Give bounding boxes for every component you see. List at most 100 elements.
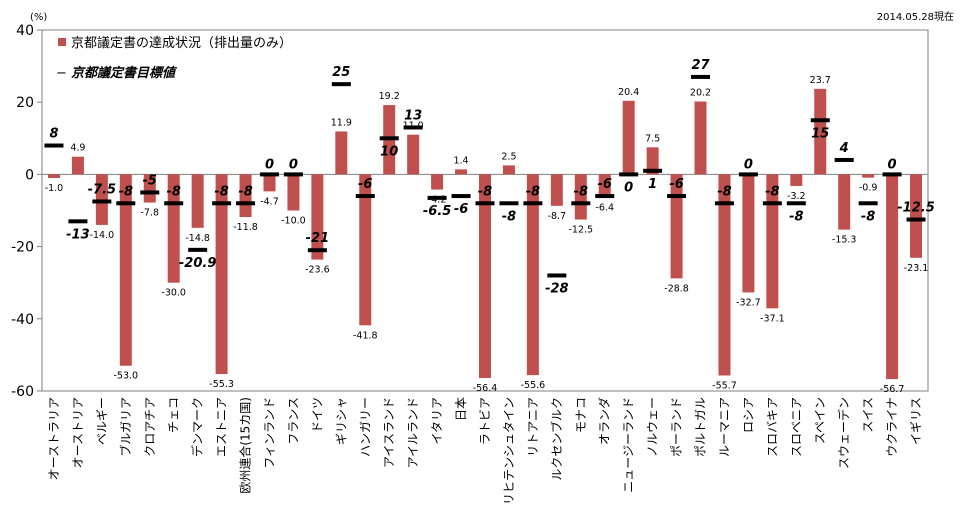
target-value-label: 0 [289,157,298,172]
bar [622,100,635,175]
category-label: イギリス [909,397,923,445]
bar-value-label: 11.0 [403,121,424,132]
bar-value-label: 23.7 [810,75,831,86]
legend-bar-label: 京都議定書の達成状況（排出量のみ） [71,36,292,51]
category-label: チェコ [167,397,181,433]
target-value-label: -28 [545,281,569,296]
bar [694,101,707,175]
target-value-label: -7.5 [88,182,116,197]
target-marker [307,248,327,253]
target-value-label: 0 [265,157,274,172]
bar-value-label: 20.4 [618,87,639,98]
target-value-label: -12.5 [897,201,934,216]
target-marker [762,201,782,206]
target-marker [810,118,830,123]
category-label: フィンランド [262,397,276,469]
target-marker [451,194,471,199]
bar [862,174,875,178]
category-label: スペイン [813,397,827,444]
bar-value-label: -56.7 [880,384,905,395]
category-label: 日本 [454,397,468,421]
target-marker [858,201,878,206]
target-marker [259,172,279,177]
target-value-label: -8 [119,184,133,199]
target-marker [667,194,687,199]
bar-value-label: -14.0 [90,230,115,241]
target-marker [786,201,806,206]
category-label: ポーランド [670,397,684,457]
date-note: 2014.05.28現在 [877,11,954,23]
target-marker [906,217,926,222]
bar-value-label: -28.8 [664,283,689,294]
target-marker [236,201,256,206]
bar [502,165,515,175]
bar [910,174,923,258]
bars [47,88,923,380]
target-value-label: -8 [765,184,779,199]
category-label: ノルウェー [646,397,660,457]
target-marker [691,74,711,79]
bar-value-label: 19.2 [379,91,400,102]
bar-value-label: -11.8 [233,222,258,233]
bar-value-label: -55.6 [521,380,546,391]
category-label: ロシア [741,397,755,433]
bar [407,134,420,175]
category-label: イタリア [430,397,444,445]
bar-value-label: 11.9 [331,117,352,128]
bar [431,174,444,190]
bar [574,174,587,220]
category-label: フランス [286,397,300,445]
bar [311,174,324,260]
y-tick-label: 0 [25,167,34,183]
bar [455,169,468,175]
category-label: ドイツ [310,397,324,433]
target-marker [379,136,399,141]
category-label: クロアチア [143,397,157,457]
target-value-label: -8 [861,209,875,224]
category-label: リトアニア [526,397,540,457]
bar-value-label: -55.7 [712,380,737,391]
target-marker [331,82,351,87]
bar [766,174,779,309]
bar [790,174,803,186]
bar [263,174,276,192]
target-value-label: 27 [691,58,710,73]
target-marker [355,194,375,199]
target-value-label: -20.9 [179,256,216,271]
target-value-label: -21 [306,231,330,246]
bar-value-label: 4.9 [70,143,85,154]
bar [886,174,899,380]
category-label: リヒテンシュタイン [502,397,516,505]
category-label: ルクセンブルク [549,397,564,481]
y-tick-label: -60 [11,384,34,400]
bar [598,174,611,198]
target-value-label: -8 [478,184,492,199]
target-marker [68,219,88,224]
target-marker [140,190,160,195]
bar-value-label: 1.4 [453,155,468,166]
category-label: モナコ [574,397,588,433]
y-tick-label: -20 [11,240,34,256]
legend-target-marker: − [56,66,67,81]
bar [526,174,539,376]
target-value-label: 13 [404,108,422,123]
bar [550,174,563,206]
target-marker [571,201,591,206]
target-value-label: 0 [744,157,753,172]
target-marker [283,172,303,177]
bar-value-label: -56.4 [473,383,498,394]
target-marker [188,247,208,252]
bar [838,174,851,230]
bar-value-label: -55.3 [209,379,234,390]
target-marker [92,199,112,204]
target-value-label: -5 [143,173,157,188]
target-value-label: -6 [669,177,683,192]
bar-value-label: -4.2 [428,195,447,206]
bar [814,88,827,175]
bar [646,147,659,175]
target-marker [643,168,663,173]
bar-value-label: -23.6 [305,265,330,276]
target-value-label: -8 [502,209,516,224]
category-label: スウェーデン [836,397,851,469]
